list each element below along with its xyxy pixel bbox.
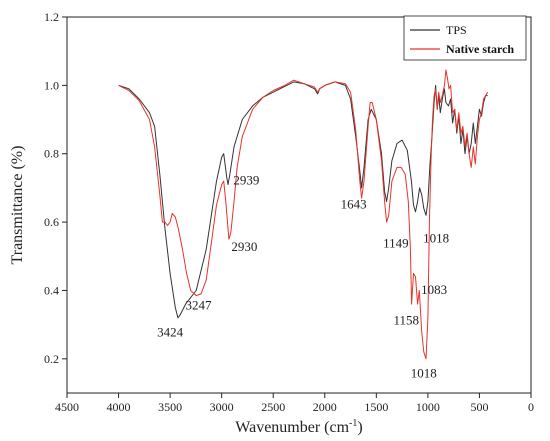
- legend-label-native-starch: Native starch: [446, 42, 514, 56]
- x-axis-title-main: Wavenumber (cm: [235, 419, 349, 436]
- x-tick-label: 1500: [364, 400, 388, 414]
- x-tick-label: 3000: [210, 400, 234, 414]
- series-line-native-starch: [118, 69, 489, 360]
- x-tick-label: 4000: [107, 400, 131, 414]
- x-tick-label: 3500: [158, 400, 182, 414]
- y-tick-label: 0.2: [44, 352, 59, 366]
- x-tick-label: 1000: [416, 400, 440, 414]
- x-tick-label: 2500: [261, 400, 285, 414]
- x-tick-label: 4500: [55, 400, 79, 414]
- legend: TPS Native starch: [403, 15, 527, 61]
- x-axis-title: Wavenumber (cm-1): [235, 418, 362, 436]
- x-axis-title-superscript: -1: [349, 418, 357, 429]
- peak-label: 1018: [411, 366, 437, 381]
- y-tick-label: 0.4: [44, 283, 59, 297]
- axis-ticks: 4500 4000 3500 3000 2500 2000 1500 1000 500 0 0.2 0…: [44, 10, 534, 414]
- y-tick-label: 0.8: [44, 147, 59, 161]
- y-axis-title: Transmittance (%): [9, 146, 26, 265]
- plot-area: [66, 16, 532, 394]
- peak-label: 1158: [393, 313, 419, 328]
- legend-label-tps: TPS: [446, 23, 467, 37]
- peak-label: 1149: [383, 236, 409, 251]
- x-axis-title-close: ): [357, 419, 362, 436]
- series-layer: [118, 69, 489, 360]
- x-tick-label: 0: [528, 400, 534, 414]
- peak-label: 3247: [185, 297, 212, 312]
- x-tick-label: 500: [470, 400, 488, 414]
- y-tick-label: 1.0: [44, 78, 59, 92]
- y-tick-label: 1.2: [44, 10, 59, 24]
- peak-label: 1018: [423, 231, 449, 246]
- peak-label: 2930: [231, 239, 257, 254]
- peak-label: 3424: [157, 325, 184, 340]
- legend-box: [403, 15, 527, 61]
- peak-label: 1083: [421, 282, 447, 297]
- peak-label: 2939: [233, 172, 259, 187]
- x-tick-label: 2000: [313, 400, 337, 414]
- y-tick-label: 0.6: [44, 215, 59, 229]
- peak-label: 1643: [341, 196, 367, 211]
